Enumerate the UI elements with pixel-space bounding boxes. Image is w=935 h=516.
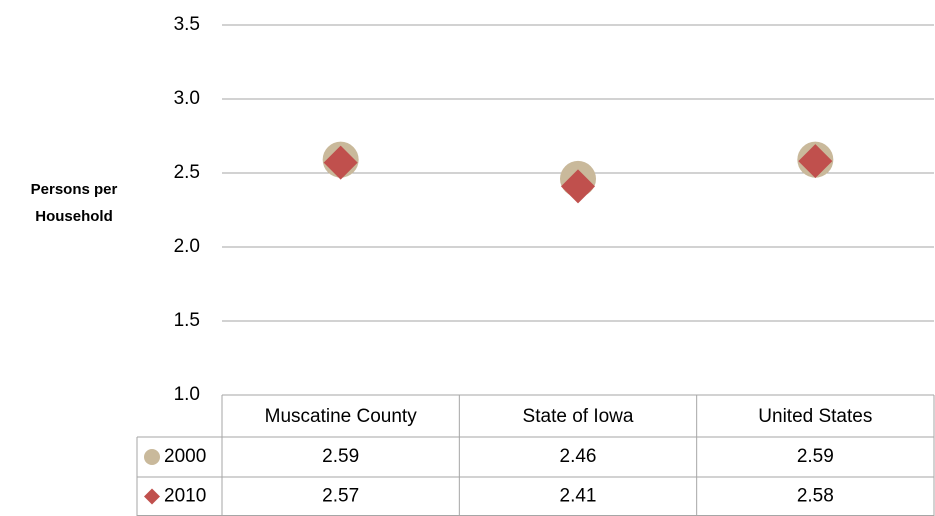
marker-diamond xyxy=(798,144,833,179)
y-tick-label: 3.5 xyxy=(174,14,200,35)
x-tick-label: United States xyxy=(758,406,872,427)
x-tick-label: State of Iowa xyxy=(523,406,634,427)
marker-diamond xyxy=(144,488,160,505)
table-value: 2.41 xyxy=(560,486,597,507)
y-tick-label: 3.0 xyxy=(174,88,200,109)
table-value: 2.59 xyxy=(322,446,359,467)
legend-label: 2010 xyxy=(164,486,206,507)
x-tick-label: Muscatine County xyxy=(265,406,418,427)
y-tick-label: 1.0 xyxy=(174,384,200,405)
y-tick-label: 1.5 xyxy=(174,310,200,331)
y-tick-label: 2.5 xyxy=(174,162,200,183)
table-value: 2.46 xyxy=(560,446,597,467)
marker-diamond xyxy=(323,145,358,180)
table-value: 2.58 xyxy=(797,486,834,507)
y-axis-label: Persons per Household xyxy=(30,181,118,225)
y-tick-label: 2.0 xyxy=(174,236,200,257)
table-value: 2.57 xyxy=(322,486,359,507)
legend-label: 2000 xyxy=(164,446,206,467)
table-value: 2.59 xyxy=(797,446,834,467)
marker-diamond xyxy=(561,169,595,204)
marker-2000 xyxy=(144,449,160,465)
